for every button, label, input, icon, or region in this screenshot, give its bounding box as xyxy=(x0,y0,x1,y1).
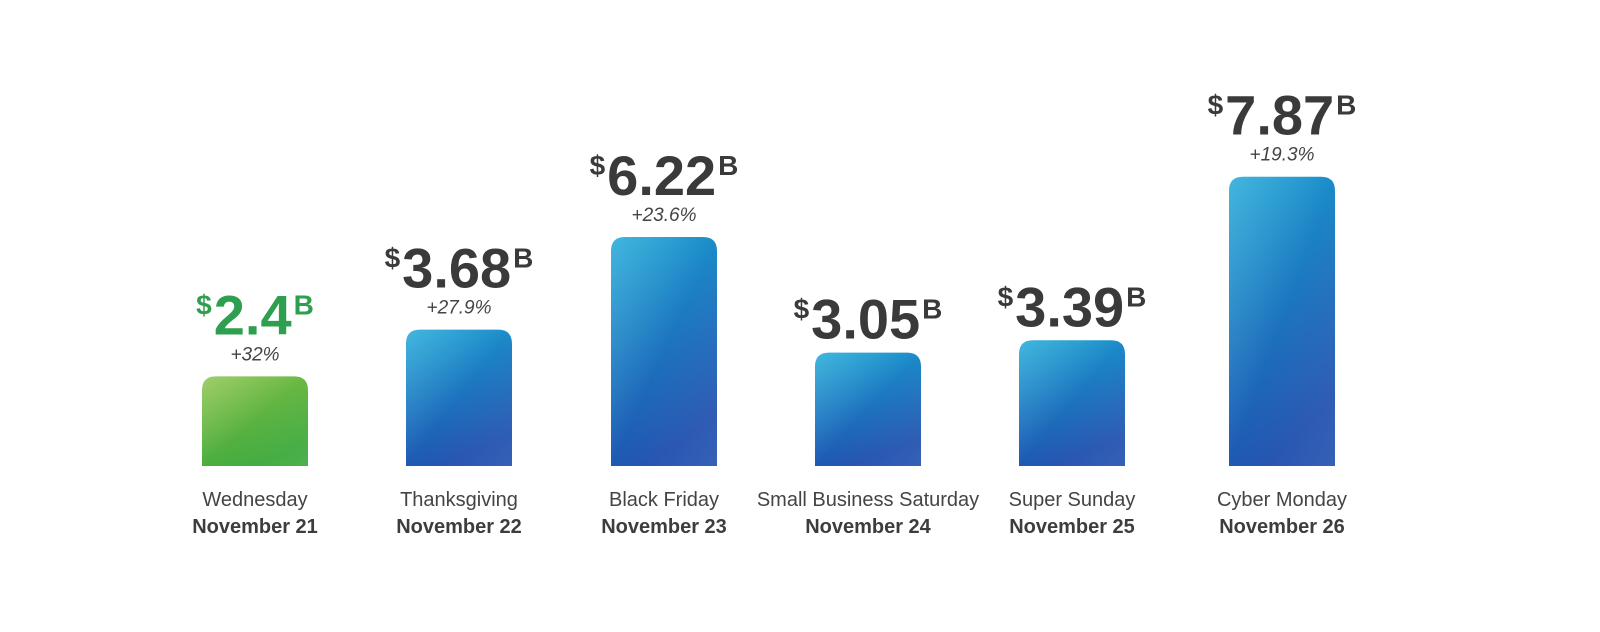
date-label-1: November 22 xyxy=(396,516,522,538)
date-label-4: November 25 xyxy=(1009,516,1135,538)
value-label-5: $7.87B xyxy=(1208,84,1357,147)
bars-group xyxy=(202,176,1335,466)
bar-sheen-1 xyxy=(406,329,512,466)
day-label-3: Small Business Saturday xyxy=(757,489,979,511)
bar-sheen-0 xyxy=(202,376,308,466)
change-label-5: +19.3% xyxy=(1250,145,1315,166)
bar-sheen-4 xyxy=(1019,340,1125,466)
day-label-1: Thanksgiving xyxy=(400,489,518,511)
change-label-1: +27.9% xyxy=(427,298,492,319)
date-label-2: November 23 xyxy=(601,516,727,538)
bar-sheen-2 xyxy=(611,236,717,466)
date-label-5: November 26 xyxy=(1219,516,1345,538)
day-label-5: Cyber Monday xyxy=(1217,489,1347,511)
bar-sheen-3 xyxy=(815,352,921,466)
change-label-0: +32% xyxy=(230,344,279,365)
day-label-4: Super Sunday xyxy=(1009,489,1136,511)
day-label-0: Wednesday xyxy=(202,489,307,511)
value-label-4: $3.39B xyxy=(998,275,1147,338)
value-label-1: $3.68B xyxy=(385,237,534,300)
day-label-2: Black Friday xyxy=(609,489,719,511)
bar-sheen-5 xyxy=(1229,176,1335,466)
date-label-0: November 21 xyxy=(192,516,318,538)
labels-group: +32%$2.4B Wednesday November 21 +27.9%$3.68… xyxy=(192,84,1356,538)
value-label-2: $6.22B xyxy=(590,144,739,207)
value-label-3: $3.05B xyxy=(794,288,943,351)
change-label-2: +23.6% xyxy=(632,205,697,226)
value-label-0: $2.4B xyxy=(196,283,314,346)
date-label-3: November 24 xyxy=(805,516,931,538)
